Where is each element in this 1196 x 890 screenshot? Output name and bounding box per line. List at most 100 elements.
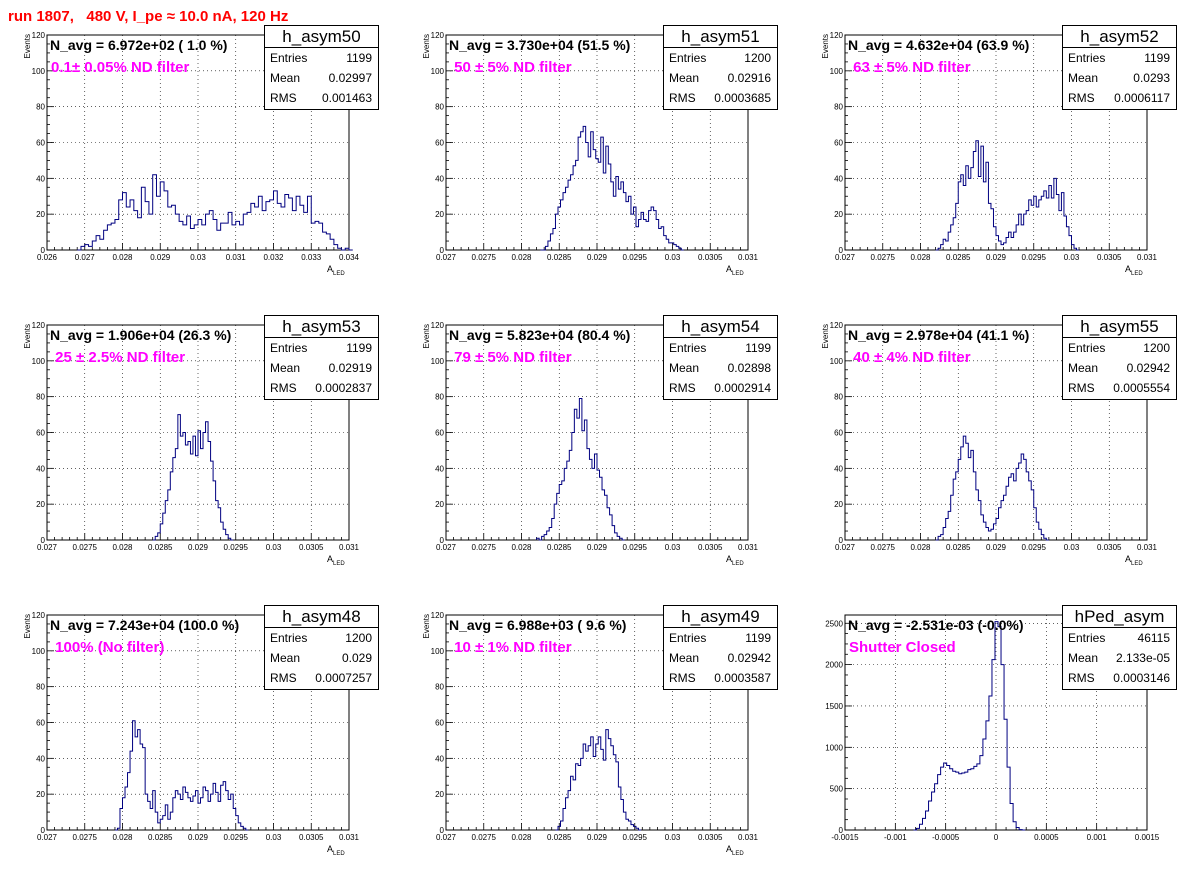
histogram-bin	[128, 773, 131, 830]
histogram-bin	[919, 824, 922, 830]
histogram-bin	[145, 202, 149, 250]
histogram-bin	[965, 772, 968, 830]
histogram-bin	[1054, 178, 1057, 250]
x-tick-label: 0.028	[910, 543, 931, 552]
y-tick-label: 40	[834, 174, 843, 183]
histogram-bin	[581, 132, 584, 250]
histogram-bin	[164, 191, 168, 250]
histogram-bin	[636, 227, 639, 250]
histogram-bin	[213, 481, 216, 540]
y-tick-label: 60	[435, 429, 444, 438]
histogram-bin	[946, 519, 949, 541]
histogram-bin	[561, 200, 564, 250]
navg-label: N_avg = 7.243e+04 (100.0 %)	[50, 617, 239, 633]
y-tick-label: 100	[431, 647, 445, 656]
histogram-bin	[996, 236, 999, 250]
y-tick-label: 0	[440, 246, 445, 255]
histogram-bin	[236, 816, 239, 830]
histogram-bin	[170, 472, 173, 540]
histogram-bin	[213, 220, 217, 250]
histogram-bin	[1059, 211, 1062, 250]
histogram-bin	[345, 248, 349, 250]
histogram-bin	[194, 225, 198, 250]
y-tick-label: 2500	[825, 619, 843, 628]
y-tick-label: 120	[830, 321, 844, 330]
x-tick-label: 0.031	[738, 253, 759, 262]
y-tick-label: 80	[36, 393, 45, 402]
histogram-bin	[160, 182, 164, 250]
histogram-bin	[944, 763, 947, 830]
filter-label: 79 ± 5% ND filter	[450, 349, 572, 366]
histogram-bin	[1009, 232, 1012, 250]
histogram-bin	[198, 220, 202, 250]
histogram-bin	[971, 769, 974, 830]
histogram-bin	[573, 780, 576, 830]
stats-value: 0.0003146	[1113, 668, 1170, 688]
histogram-bin	[1016, 468, 1019, 540]
histogram-bin	[285, 194, 289, 250]
histogram-bin	[1006, 237, 1009, 250]
histogram-bin	[938, 775, 941, 830]
histogram-bin	[611, 746, 614, 830]
histogram-bin	[988, 203, 991, 250]
x-tick-label: 0.0305	[1097, 253, 1122, 262]
x-tick-label: 0.029	[188, 543, 209, 552]
histogram-bin	[1009, 477, 1012, 540]
histogram-bin	[231, 794, 234, 830]
stats-value: 0.02898	[728, 358, 771, 378]
stats-value: 0.0002837	[315, 378, 372, 398]
stats-key: Entries	[270, 48, 307, 68]
histogram-bin	[618, 189, 621, 250]
histogram-bin	[553, 229, 556, 251]
x-tick-label: 0.0305	[299, 833, 324, 842]
x-tick-label: 0.028	[112, 833, 133, 842]
x-tick-label: 0.0295	[623, 253, 648, 262]
histogram-bin	[190, 229, 194, 251]
stats-key: Entries	[669, 628, 706, 648]
histogram-bin	[636, 828, 639, 830]
histogram-bin	[178, 415, 181, 540]
histogram-bin	[941, 245, 944, 250]
histogram-bin	[216, 501, 219, 540]
histogram-bin	[561, 821, 564, 830]
histogram-bin	[608, 739, 611, 830]
histogram-bin	[661, 227, 664, 250]
histogram-bin	[148, 801, 151, 830]
histogram-bin	[566, 187, 569, 250]
histogram-bin	[338, 248, 342, 250]
stats-value: 0.02997	[329, 68, 372, 88]
stats-value: 1199	[346, 48, 372, 68]
histogram-bin	[616, 177, 619, 250]
histogram-bin	[178, 794, 181, 830]
histogram-bin	[319, 223, 323, 250]
histogram-bin	[545, 246, 548, 250]
x-tick-label: 0.0275	[871, 543, 896, 552]
histogram-bin	[1034, 196, 1037, 250]
histogram-bin	[1004, 243, 1007, 250]
histogram-name: h_asym51	[664, 26, 777, 48]
x-tick-label: 0.0285	[148, 833, 173, 842]
histogram-bin	[950, 769, 953, 830]
histogram-bin	[929, 801, 932, 830]
histogram-bin	[948, 232, 951, 250]
y-tick-label: 20	[435, 500, 444, 509]
histogram-bin	[963, 436, 966, 540]
histogram-bin	[221, 785, 224, 830]
histogram-bin	[963, 186, 966, 251]
x-axis-title-subscript: LED	[333, 851, 345, 857]
histogram-bin	[1034, 508, 1037, 540]
histogram-bin	[1001, 665, 1004, 830]
histogram-bin	[577, 418, 580, 540]
histogram-bin	[1007, 767, 1010, 830]
histogram-bin	[951, 225, 954, 250]
histogram-bin	[564, 468, 567, 540]
x-tick-label: 0.0285	[547, 253, 572, 262]
y-tick-label: 60	[435, 139, 444, 148]
histogram-bin	[201, 798, 204, 830]
